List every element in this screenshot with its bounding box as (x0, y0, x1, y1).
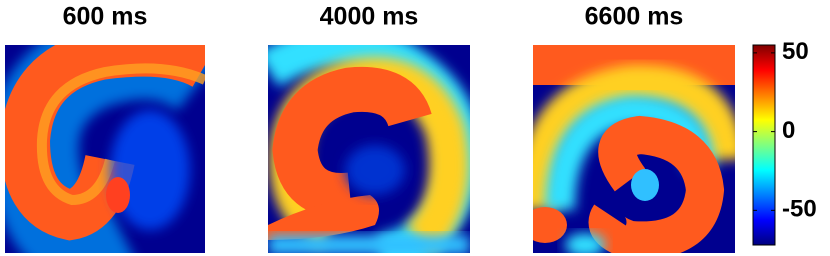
colorbar-tick-label: 0 (782, 117, 795, 144)
panel-image (268, 45, 470, 253)
colorbar-tick-label: 50 (782, 38, 809, 65)
panel-image (5, 45, 205, 253)
colorbar (752, 44, 776, 246)
panel-image (533, 45, 735, 253)
panel-title: 4000 ms (320, 3, 419, 31)
panel-title: 6600 ms (585, 3, 684, 31)
colorbar-tick-label: -50 (782, 196, 817, 223)
panel-title: 600 ms (63, 3, 148, 31)
